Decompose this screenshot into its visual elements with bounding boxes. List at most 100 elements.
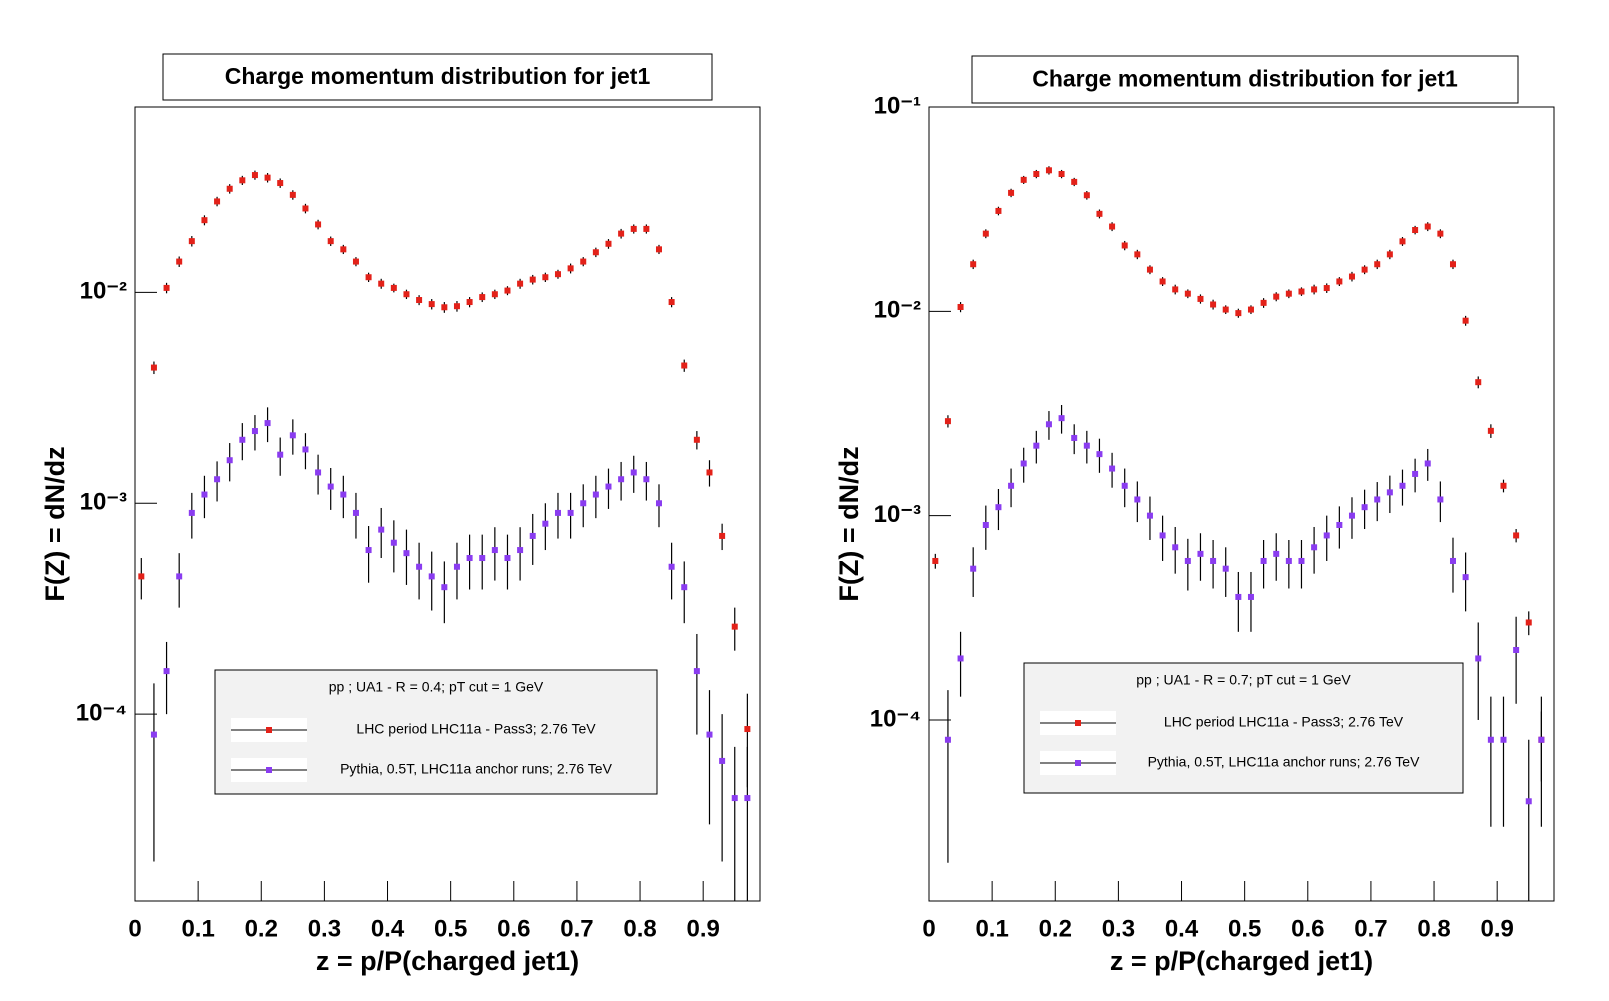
x-tick-label: 0.9 — [686, 915, 719, 942]
data-point — [1210, 301, 1217, 308]
data-point — [390, 539, 397, 546]
data-point — [1462, 317, 1469, 324]
data-point — [1146, 266, 1153, 273]
y-tick-label: 10⁻⁴ — [76, 699, 127, 726]
data-point — [352, 258, 359, 265]
data-point — [744, 795, 751, 802]
data-point — [970, 565, 977, 572]
data-point — [1487, 427, 1494, 434]
data-point — [504, 287, 511, 294]
data-point — [302, 446, 309, 453]
data-point — [1109, 465, 1116, 472]
x-tick-label: 0.2 — [245, 915, 278, 942]
data-point — [1109, 223, 1116, 230]
data-point — [390, 284, 397, 291]
data-point — [1083, 192, 1090, 199]
data-point — [251, 172, 258, 179]
data-point — [957, 303, 964, 310]
data-point — [681, 362, 688, 369]
data-point — [580, 258, 587, 265]
data-point — [1121, 242, 1128, 249]
data-point — [315, 469, 322, 476]
x-tick-label: 0.8 — [1417, 915, 1450, 942]
data-point — [251, 428, 258, 435]
data-point — [542, 520, 549, 527]
x-tick-label: 0.5 — [434, 915, 467, 942]
data-point — [1386, 251, 1393, 258]
y-axis-label: F(Z) = dN/dz — [40, 446, 70, 601]
x-tick-label: 0.6 — [497, 915, 530, 942]
data-point — [365, 547, 372, 554]
data-point — [441, 584, 448, 591]
data-point — [1475, 379, 1482, 386]
data-point — [1058, 170, 1065, 177]
data-point — [1235, 593, 1242, 600]
data-point — [643, 225, 650, 232]
data-point — [1449, 557, 1456, 564]
data-point — [1172, 544, 1179, 551]
y-tick-label: 10⁻² — [874, 297, 921, 324]
x-tick-label: 0 — [922, 915, 935, 942]
data-point — [1449, 261, 1456, 268]
data-point — [1399, 482, 1406, 489]
data-point — [529, 276, 536, 283]
data-point — [1045, 421, 1052, 428]
data-point — [932, 557, 939, 564]
data-point — [1058, 415, 1065, 422]
data-point — [567, 265, 574, 272]
data-point — [1121, 482, 1128, 489]
data-point — [226, 185, 233, 192]
data-point — [466, 555, 473, 562]
data-point — [1437, 230, 1444, 237]
data-point — [554, 271, 561, 278]
legend-swatch-marker — [1075, 760, 1081, 766]
data-point — [277, 451, 284, 458]
data-point — [668, 563, 675, 570]
data-point — [529, 532, 536, 539]
data-point — [982, 521, 989, 528]
x-tick-label: 0.9 — [1480, 915, 1513, 942]
data-point — [453, 563, 460, 570]
chart-title: Charge momentum distribution for jet1 — [225, 63, 651, 89]
data-point — [1247, 306, 1254, 313]
y-axis-label: F(Z) = dN/dz — [834, 446, 864, 601]
data-point — [957, 655, 964, 662]
data-point — [1273, 293, 1280, 300]
data-point — [289, 432, 296, 439]
data-point — [226, 457, 233, 464]
data-point — [630, 225, 637, 232]
y-tick-label: 10⁻³ — [80, 489, 127, 516]
data-point — [719, 757, 726, 764]
data-point — [277, 180, 284, 187]
x-tick-label: 0.3 — [308, 915, 341, 942]
data-point — [416, 563, 423, 570]
data-point — [1323, 532, 1330, 539]
data-point — [1462, 574, 1469, 581]
data-point — [1311, 544, 1318, 551]
data-point — [214, 476, 221, 483]
data-point — [517, 280, 524, 287]
data-point — [618, 230, 625, 237]
data-point — [1273, 550, 1280, 557]
legend-title: pp ; UA1 - R = 0.4; pT cut = 1 GeV — [329, 679, 544, 695]
data-point — [1096, 451, 1103, 458]
data-point — [1374, 496, 1381, 503]
data-point — [1260, 299, 1267, 306]
data-point — [995, 207, 1002, 214]
data-point — [618, 476, 625, 483]
data-point — [504, 555, 511, 562]
data-point — [982, 230, 989, 237]
data-point — [944, 736, 951, 743]
data-point — [1348, 512, 1355, 519]
data-point — [491, 291, 498, 298]
data-point — [542, 274, 549, 281]
data-point — [302, 205, 309, 212]
data-point — [1361, 504, 1368, 511]
data-point — [441, 304, 448, 311]
data-point — [138, 573, 145, 580]
data-point — [1045, 167, 1052, 174]
legend-entry: Pythia, 0.5T, LHC11a anchor runs; 2.76 T… — [1148, 754, 1421, 770]
data-point — [1071, 178, 1078, 185]
x-tick-label: 0.7 — [560, 915, 593, 942]
